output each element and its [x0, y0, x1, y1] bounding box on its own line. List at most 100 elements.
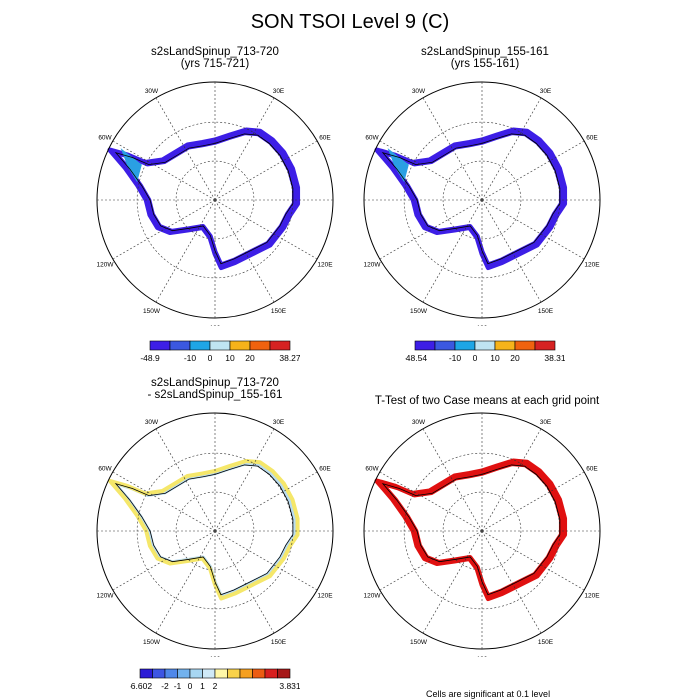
lon-label-300: 60W [98, 466, 112, 473]
meridian-60 [214, 471, 318, 532]
colorbar-box-3 [209, 340, 231, 351]
lon-label-180: 180 [210, 656, 221, 657]
colorbar-box-5 [202, 668, 216, 679]
colorbar-label-3: 10 [490, 353, 500, 363]
lon-label-60: 60E [586, 466, 598, 473]
colorbar-panel-2: -48.54 -10 0 10 20 38.31 [405, 340, 565, 363]
lon-label-150: 150E [271, 639, 287, 646]
meridian-60 [214, 140, 318, 201]
colorbar-box-8 [239, 668, 253, 679]
colorbar-box-9 [252, 668, 266, 679]
antarctica-map-panel-3: 30E60E90E120E150E180150W120W90W60W30W [95, 412, 334, 657]
meridian-150 [481, 530, 542, 634]
lon-label-210: 150W [410, 308, 428, 315]
colorbar-box-1 [434, 340, 456, 351]
colorbar-box-3 [177, 668, 191, 679]
lon-label-270: 90W [362, 529, 363, 536]
soil-temp-peninsula [387, 148, 409, 183]
colorbar-box-5 [249, 340, 271, 351]
colorbar-box-0 [139, 668, 153, 679]
colorbar-label-2: -1 [174, 681, 182, 691]
lon-label-150: 150E [538, 308, 554, 315]
meridian-120 [214, 199, 318, 260]
colorbar-label-4: 20 [245, 353, 255, 363]
colorbar-label-3: 0 [188, 681, 193, 691]
meridian-120 [481, 199, 585, 260]
antarctica-map-panel-4: 30E60E90E120E150E180150W120W90W60W30W [362, 412, 601, 657]
colorbar-label-1: -2 [161, 681, 169, 691]
lon-label-60: 60E [319, 466, 331, 473]
soil-temp-band-1 [107, 127, 301, 271]
colorbar-box-5 [514, 340, 536, 351]
soil-temp-peninsula [120, 148, 142, 183]
colorbar-label-1: -10 [184, 353, 197, 363]
panel-4-title-line1: T-Test of two Case means at each grid po… [374, 395, 600, 407]
coastline [114, 464, 294, 596]
lon-label-150: 150E [538, 639, 554, 646]
coastline [114, 133, 294, 265]
meridian-210 [422, 199, 483, 303]
colorbar-label-4: 20 [510, 353, 520, 363]
meridian-210 [422, 530, 483, 634]
colorbar-box-0 [414, 340, 436, 351]
lon-label-300: 60W [365, 135, 379, 142]
meridian-210 [155, 199, 216, 303]
lon-label-30: 30E [540, 419, 552, 426]
colorbar-box-11 [277, 668, 291, 679]
figure-title: SON TSOI Level 9 (C) [250, 11, 450, 33]
lon-label-150: 150E [271, 308, 287, 315]
lon-label-240: 120W [97, 262, 115, 269]
panel-2-title-line1: s2sLandSpinup_155-161 [421, 46, 549, 58]
colorbar-box-7 [227, 668, 241, 679]
colorbar-label-6: 3.831 [279, 681, 300, 691]
lon-label-330: 30W [145, 419, 159, 426]
colorbar-box-3 [474, 340, 496, 351]
antarctica-map-panel-2: 030E60E90E120E150E180150W120W90W60W30W [362, 81, 601, 326]
colorbar-box-1 [169, 340, 191, 351]
colorbar-panel-1: -48.9 -10 0 10 20 38.27 [140, 340, 300, 363]
meridian-30 [214, 97, 275, 201]
panel-1-title: s2sLandSpinup_713-720 (yrs 715-721) [95, 46, 335, 70]
lon-label-60: 60E [319, 135, 331, 142]
colorbar-label-5: 2 [213, 681, 218, 691]
colorbar-box-4 [189, 668, 203, 679]
colorbar-label-1: -10 [449, 353, 462, 363]
panel-2-title: s2sLandSpinup_155-161 (yrs 155-161) [365, 46, 605, 70]
colorbar-box-6 [214, 668, 228, 679]
colorbar-label-5: 38.31 [544, 353, 565, 363]
meridian-150 [214, 530, 275, 634]
colorbar-box-4 [229, 340, 251, 351]
coastline [381, 133, 561, 265]
lon-label-240: 120W [364, 593, 382, 600]
colorbar-box-6 [534, 340, 556, 351]
lon-label-240: 120W [97, 593, 115, 600]
lon-label-30: 30E [273, 419, 285, 426]
lon-label-120: 120E [317, 262, 333, 269]
latitude-ring-1 [442, 491, 522, 571]
panel-1-title-line2: (yrs 715-721) [180, 58, 250, 70]
lon-label-120: 120E [584, 262, 600, 269]
colorbar-label-3: 10 [225, 353, 235, 363]
lon-label-30: 30E [273, 88, 285, 95]
meridian-120 [214, 530, 318, 591]
lon-label-120: 120E [584, 593, 600, 600]
lon-label-210: 150W [143, 308, 161, 315]
lon-label-270: 90W [362, 198, 363, 205]
antarctica-map-panel-1: 030E60E90E120E150E180150W120W90W60W30W [95, 81, 334, 326]
lon-label-210: 150W [410, 639, 428, 646]
coastline [381, 464, 561, 596]
lon-label-180: 180 [477, 656, 488, 657]
lon-label-270: 90W [95, 529, 96, 536]
latitude-ring-1 [442, 160, 522, 240]
meridian-150 [481, 199, 542, 303]
panel-2-title-line2: (yrs 155-161) [450, 58, 520, 70]
lon-label-300: 60W [98, 135, 112, 142]
difference-band-1 [107, 458, 300, 601]
panel-3-title-line1: s2sLandSpinup_713-720 [151, 377, 279, 389]
panel-4-title: T-Test of two Case means at each grid po… [362, 395, 612, 407]
panel-3-title-line2: - s2sLandSpinup_155-161 [147, 389, 283, 401]
lon-label-240: 120W [364, 262, 382, 269]
colorbar-label-5: 38.27 [279, 353, 300, 363]
colorbar-label-2: 0 [473, 353, 478, 363]
lon-label-180: 180 [477, 325, 488, 326]
